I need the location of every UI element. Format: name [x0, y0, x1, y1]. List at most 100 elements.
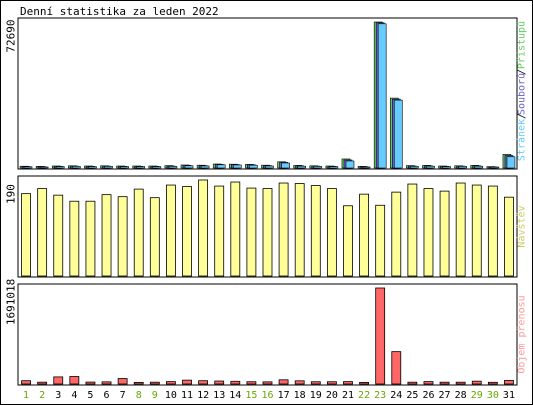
bottom-bar-6 [101, 381, 112, 385]
x-tick-label-2: 2 [39, 390, 45, 401]
bottom-bar-18 [294, 380, 305, 385]
top-bar-pages-22 [361, 166, 371, 169]
top-bar-pages-7 [120, 166, 129, 169]
middle-bar-27 [439, 190, 450, 277]
x-tick-label-31: 31 [503, 390, 515, 401]
middle-bar-24 [391, 191, 402, 277]
top-bar-pages-4 [72, 166, 81, 169]
x-tick-label-4: 4 [71, 390, 77, 401]
top-bar-pages-26 [426, 165, 435, 169]
legend-top-1: / [517, 69, 528, 75]
x-tick-label-1: 1 [23, 390, 29, 401]
top-bar-pages-23 [377, 23, 387, 169]
top-panel [17, 17, 518, 170]
top-bar-pages-28 [458, 166, 467, 169]
bottom-bar-10 [166, 381, 176, 385]
bottom-bar-9 [149, 381, 160, 385]
top-bar-pages-29 [474, 165, 484, 169]
bottom-bar-5 [85, 381, 96, 385]
middle-bar-15 [246, 187, 257, 277]
legend-bottom: Objem přenosu [516, 295, 528, 373]
middle-bar-6 [101, 194, 112, 277]
middle-bar-4 [69, 200, 80, 277]
middle-bar-14 [230, 181, 241, 277]
bottom-bar-22 [359, 382, 369, 385]
top-bar-pages-13 [216, 164, 226, 169]
middle-bar-10 [166, 184, 176, 277]
bottom-bar-24 [391, 351, 402, 385]
middle-bar-13 [214, 185, 225, 277]
bottom-bar-21 [343, 381, 353, 385]
bottom-bar-7 [117, 378, 128, 385]
bottom-bar-25 [407, 381, 418, 385]
x-tick-label-8: 8 [136, 390, 142, 401]
middle-bar-9 [149, 197, 160, 277]
bottom-bar-4 [69, 376, 80, 385]
legend-top-0: Přístupů [516, 21, 528, 69]
x-tick-label-22: 22 [358, 390, 370, 401]
bottom-bar-12 [198, 380, 209, 385]
bottom-bar-13 [214, 380, 225, 385]
middle-bar-23 [375, 204, 386, 277]
top-bar-pages-24 [393, 99, 403, 169]
x-tick-label-20: 20 [326, 390, 338, 401]
bottom-bar-2 [37, 381, 48, 385]
bottom-bar-30 [487, 381, 498, 385]
middle-bar-12 [198, 179, 209, 277]
legend-top-2: Souborů [516, 73, 528, 115]
top-bar-pages-21 [345, 160, 355, 169]
middle-bar-1 [21, 193, 31, 277]
middle-bar-18 [294, 183, 305, 277]
top-bar-pages-11 [184, 165, 194, 169]
x-tick-label-28: 28 [455, 390, 467, 401]
middle-bar-30 [487, 185, 498, 277]
middle-bar-17 [278, 182, 289, 277]
bottom-bar-8 [133, 382, 144, 385]
top-bar-pages-18 [297, 165, 306, 169]
top-bar-pages-12 [200, 165, 210, 169]
bottom-ymax-label: 1691018 [5, 279, 18, 325]
x-tick-label-14: 14 [229, 390, 241, 401]
middle-bar-28 [455, 182, 466, 277]
bottom-bar-17 [278, 379, 289, 385]
x-tick-label-10: 10 [165, 390, 177, 401]
bottom-bar-3 [53, 376, 64, 385]
legend-top-4: Stránek [516, 119, 528, 161]
bottom-bar-28 [455, 381, 466, 385]
top-bar-pages-25 [410, 166, 419, 169]
top-bar-pages-14 [233, 164, 242, 169]
x-tick-label-13: 13 [213, 390, 225, 401]
bottom-bar-1 [21, 380, 31, 385]
x-tick-label-27: 27 [439, 390, 451, 401]
top-bar-pages-31 [506, 156, 516, 169]
x-tick-label-19: 19 [310, 390, 322, 401]
x-tick-label-29: 29 [471, 390, 483, 401]
middle-bar-7 [117, 196, 128, 277]
chart-title: Denní statistika za leden 2022 [20, 5, 219, 18]
bottom-bar-26 [423, 381, 434, 385]
top-bar-pages-27 [442, 166, 451, 169]
legend-top-3: / [517, 113, 528, 119]
top-bar-pages-16 [265, 165, 274, 169]
middle-bar-21 [343, 205, 353, 277]
top-ymax-label: 72690 [5, 19, 18, 52]
bottom-bar-14 [230, 380, 241, 385]
middle-bar-31 [504, 196, 514, 277]
top-bar-pages-20 [329, 166, 339, 169]
x-tick-label-6: 6 [104, 390, 110, 401]
x-tick-label-18: 18 [294, 390, 306, 401]
top-bar-pages-1 [23, 166, 33, 169]
bottom-bar-11 [182, 379, 192, 385]
legend-middle: Návštěv [516, 205, 528, 247]
top-bar-pages-8 [136, 166, 146, 169]
top-bar-pages-30 [490, 166, 500, 169]
top-bar-pages-19 [313, 166, 323, 169]
middle-bar-20 [326, 188, 337, 277]
bottom-bar-29 [471, 380, 482, 385]
bottom-bar-20 [326, 381, 337, 385]
x-tick-label-11: 11 [181, 390, 193, 401]
bottom-bar-23 [375, 287, 386, 385]
x-tick-label-23: 23 [374, 390, 386, 401]
top-bar-pages-3 [55, 166, 65, 169]
